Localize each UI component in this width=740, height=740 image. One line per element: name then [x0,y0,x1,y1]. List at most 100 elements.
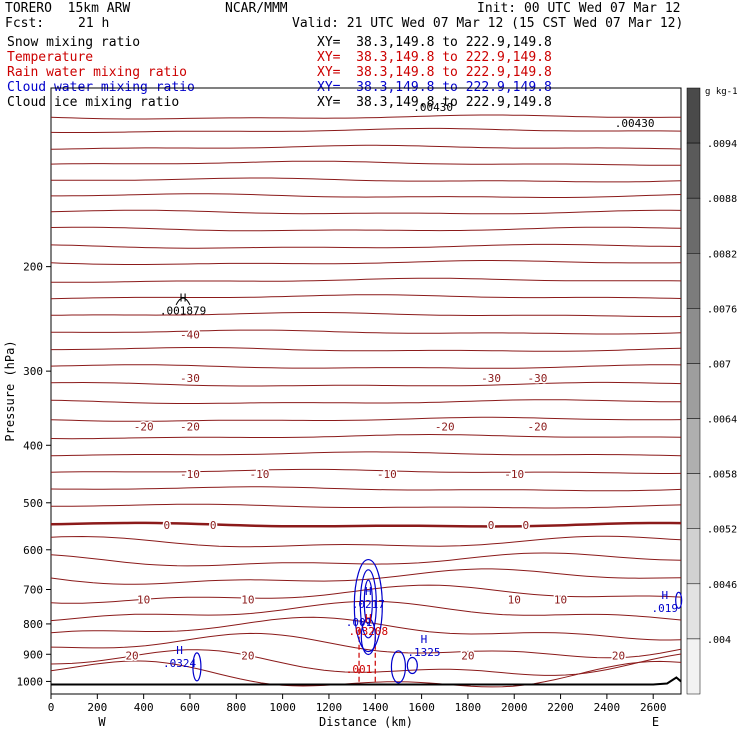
y-axis-title: Pressure (hPa) [3,340,17,441]
field-name-snow: Snow mixing ratio [7,35,141,50]
model-title: TORERO 15km ARW [5,1,131,16]
y-tick-label: 200 [23,261,43,274]
temperature-contour [51,329,682,335]
temperature-contour [50,433,682,440]
temperature-contour [51,503,682,509]
temperature-label: -10 [377,468,397,481]
colorbar-label: .0088 [707,194,737,205]
valid-time: Valid: 21 UTC Wed 07 Mar 12 (15 CST Wed … [292,16,684,31]
colorbar-segment [686,473,701,529]
maximum-value: .019 [652,602,679,615]
cloud-water-contour [360,617,376,656]
temperature-contour [50,616,682,641]
temperature-contour [50,260,682,265]
temperature-label: -20 [527,421,547,434]
temperature-contour [50,552,682,567]
temperature-contour [51,347,682,352]
maximum-marker: H [176,644,183,657]
x-tick-label: 1800 [455,701,482,714]
y-tick-label: 400 [23,439,43,452]
temperature-contour [50,468,682,474]
temperature-contour [51,193,682,198]
colorbar-label: .007 [707,359,731,370]
colorbar-segment [686,363,701,419]
temperature-label: 0 [163,519,170,532]
colorbar-segment [686,142,701,199]
cloud-water-contour [359,569,377,639]
maximum-value: .1325 [407,646,440,659]
temperature-label: 20 [125,650,138,663]
y-tick-label: 600 [23,544,43,557]
temperature-contour [50,584,682,604]
init-time: Init: 00 UTC Wed 07 Mar 12 [477,1,681,16]
cloud-water-contour [390,650,407,684]
field-xy-snow: XY= 38.3,149.8 to 222.9,149.8 [317,35,552,50]
x-tick-label: 400 [134,701,154,714]
colorbar-segment [686,418,701,474]
maximum-value: .001 [346,663,373,676]
temperature-label: -20 [435,421,455,434]
maximum-marker: H [180,291,187,304]
temperature-label: 10 [554,594,567,607]
colorbar-segment [686,583,701,640]
x-tick-label: 200 [87,701,107,714]
temperature-label: 0 [210,519,217,532]
temperature-contour [50,364,682,369]
cloud-water-contour [363,579,373,625]
fcst-label: Fcst: [5,16,45,31]
x-tick-label: 2200 [547,701,574,714]
colorbar-segment [686,253,701,309]
colorbar-label: .0076 [707,304,737,315]
temperature-contour [50,209,682,215]
cloud-water-contour [353,558,383,653]
temperature-label: -30 [180,372,200,385]
cloud-water-contour [675,591,683,609]
colorbar-label: .0058 [707,470,737,481]
temperature-contour [50,416,682,422]
y-tick-label: 300 [23,365,43,378]
temperature-contour [50,381,682,387]
plot-frame [50,87,682,695]
maximum-marker: H [421,633,428,646]
temperature-label: 10 [508,594,521,607]
maximum-value: .001 [346,616,373,629]
field-name-rain: Rain water mixing ratio [7,65,188,80]
field-name-cloud-ice: Cloud ice mixing ratio [7,95,180,110]
temperature-contour [50,600,682,622]
maximum-value: .00430 [413,101,453,114]
colorbar-segment [686,638,701,695]
temperature-contour [50,144,682,150]
field-xy-temperature: XY= 38.3,149.8 to 222.9,149.8 [317,50,552,65]
temperature-label: -10 [180,468,200,481]
colorbar-segment [686,87,701,144]
temperature-contour [50,294,682,300]
temperature-contour [50,277,682,283]
y-tick-label: 900 [23,648,43,661]
x-tick-label: 2600 [640,701,667,714]
temperature-label: 20 [241,650,254,663]
temperature-label: 20 [461,650,474,663]
x-tick-label: 600 [180,701,200,714]
y-tick-label: 800 [23,618,43,631]
temperature-label: 0 [488,519,495,532]
temperature-contour [50,312,682,318]
field-xy-cloud-ice: XY= 38.3,149.8 to 222.9,149.8 [317,95,552,110]
temperature-contour [50,660,682,688]
maximum-value: .0324 [163,657,196,670]
temperature-label: -20 [180,421,200,434]
y-tick-label: 1000 [17,675,44,688]
x-axis-title: Distance (km) [319,715,413,729]
temperature-contour [50,535,682,548]
east-label: E [652,715,659,729]
fcst-value: 21 h [78,16,110,31]
colorbar-segment [686,528,701,585]
snow-contour [175,297,191,306]
x-tick-label: 1400 [362,701,389,714]
colorbar-label: .0052 [707,525,737,536]
temperature-contour [50,632,682,659]
temperature-label: -40 [180,328,200,341]
temperature-label: 10 [137,594,150,607]
colorbar-segment [686,197,701,254]
field-name-temperature: Temperature [7,50,94,65]
temperature-label: -10 [504,468,524,481]
